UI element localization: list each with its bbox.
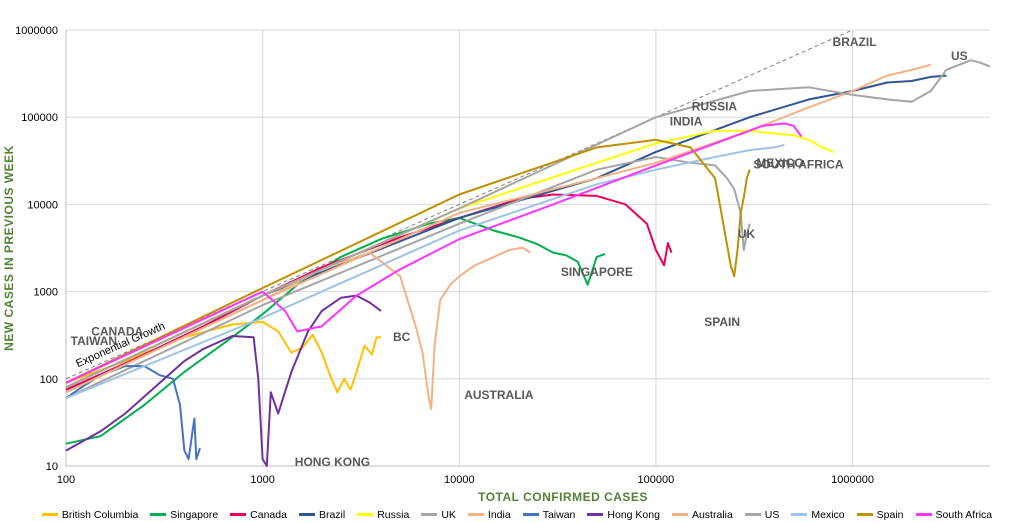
series-label-taiwan: TAIWAN: [71, 334, 117, 348]
x-tick-label: 1000: [250, 474, 274, 486]
y-tick-label: 1000000: [15, 25, 58, 37]
x-tick-labels: 100 1000 10000 100000 1000000: [57, 474, 874, 486]
legend-swatch: [522, 513, 539, 516]
legend-label: British Columbia: [61, 508, 139, 521]
legend-item-british-columbia: British Columbia: [41, 508, 139, 521]
legend-item-taiwan: Taiwan: [522, 508, 576, 521]
legend-item-south-africa: South Africa: [915, 508, 993, 521]
legend-label: Australia: [691, 508, 733, 521]
series-lines: [65, 59, 991, 467]
legend-swatch: [357, 513, 374, 516]
legend-label: South Africa: [935, 508, 993, 521]
legend-label: Russia: [377, 508, 410, 521]
series-line-brazil: [65, 74, 947, 389]
legend-item-uk: UK: [421, 509, 456, 521]
legend-item-hong-kong: Hong Kong: [587, 509, 660, 521]
series-label-mexico: MEXICO: [756, 156, 803, 170]
series-label-hong-kong: HONG KONG: [295, 455, 370, 469]
series-line-uk: [65, 156, 751, 400]
legend-swatch: [915, 513, 932, 516]
legend-item-russia: Russia: [357, 509, 409, 521]
legend-label: Taiwan: [542, 508, 576, 521]
legend-swatch: [150, 513, 167, 516]
series-label-us: US: [951, 49, 968, 63]
series-label-uk: UK: [738, 227, 756, 241]
series-label-spain: SPAIN: [704, 315, 740, 329]
y-axis-title: NEW CASES IN PREVIOUS WEEK: [2, 145, 16, 351]
legend-label: Brazil: [318, 508, 346, 521]
legend-swatch: [671, 513, 688, 516]
legend-label: Singapore: [170, 508, 219, 521]
y-tick-labels: 10 100 1000 10000 100000 1000000: [15, 25, 58, 473]
y-tick-label: 100000: [21, 112, 58, 124]
legend-label: US: [764, 508, 780, 521]
y-tick-label: 100: [40, 374, 58, 386]
series-label-singapore: SINGAPORE: [561, 265, 633, 279]
series-line-south-africa: [65, 122, 803, 384]
legend-swatch: [791, 513, 808, 516]
legend-label: Spain: [876, 508, 904, 521]
x-tick-label: 100: [57, 474, 75, 486]
x-tick-label: 1000000: [831, 474, 874, 486]
series-line-australia: [65, 246, 531, 410]
legend-label: UK: [441, 508, 456, 521]
series-label-south-africa: SOUTH AFRICA: [753, 158, 844, 172]
series-line-hong-kong: [65, 294, 382, 467]
legend-label: Mexico: [811, 508, 845, 521]
legend-label: India: [487, 508, 511, 521]
legend-swatch: [856, 513, 873, 516]
legend-swatch: [298, 513, 315, 516]
legend-item-mexico: Mexico: [791, 508, 845, 521]
legend-item-australia: Australia: [671, 508, 733, 521]
legend-item-canada: Canada: [230, 509, 287, 521]
axes: [65, 30, 990, 467]
legend: British Columbia Singapore Canada Brazil Rus…: [0, 506, 1034, 523]
series-label-canada: CANADA: [91, 324, 143, 338]
x-tick-label: 100000: [638, 474, 675, 486]
series-line-spain: [65, 138, 751, 384]
legend-item-india: India: [467, 508, 511, 521]
series-label-british-columbia: BC: [393, 330, 411, 344]
y-tick-label: 1000: [34, 287, 58, 299]
series-labels: BC SINGAPORE CANADA BRAZIL RUSSIA UK INDIA TAIW…: [71, 35, 968, 469]
legend-item-us: US: [744, 508, 780, 521]
legend-label: Hong Kong: [607, 508, 660, 521]
legend-item-spain: Spain: [856, 508, 904, 521]
series-line-india: [65, 63, 932, 394]
legend-swatch: [744, 513, 761, 516]
legend-swatch: [587, 513, 604, 516]
legend-swatch: [230, 513, 247, 516]
x-axis-title: TOTAL CONFIRMED CASES: [478, 490, 648, 504]
series-label-india: INDIA: [670, 115, 703, 129]
series-label-australia: AUSTRALIA: [464, 388, 534, 402]
legend-swatch: [467, 513, 484, 516]
series-line-us: [65, 59, 991, 389]
legend-item-singapore: Singapore: [150, 509, 218, 521]
series-line-mexico: [65, 144, 785, 400]
series-label-brazil: BRAZIL: [833, 35, 877, 49]
series-line-singapore: [65, 216, 606, 445]
legend-label: Canada: [250, 508, 287, 521]
x-tick-label: 10000: [444, 474, 475, 486]
series-line-british-columbia: [65, 320, 381, 394]
y-tick-label: 10: [46, 461, 58, 473]
legend-swatch: [421, 513, 438, 516]
legend-item-brazil: Brazil: [298, 508, 346, 521]
legend-swatch: [41, 513, 58, 516]
series-label-russia: RUSSIA: [692, 100, 738, 114]
y-tick-label: 10000: [27, 199, 58, 211]
